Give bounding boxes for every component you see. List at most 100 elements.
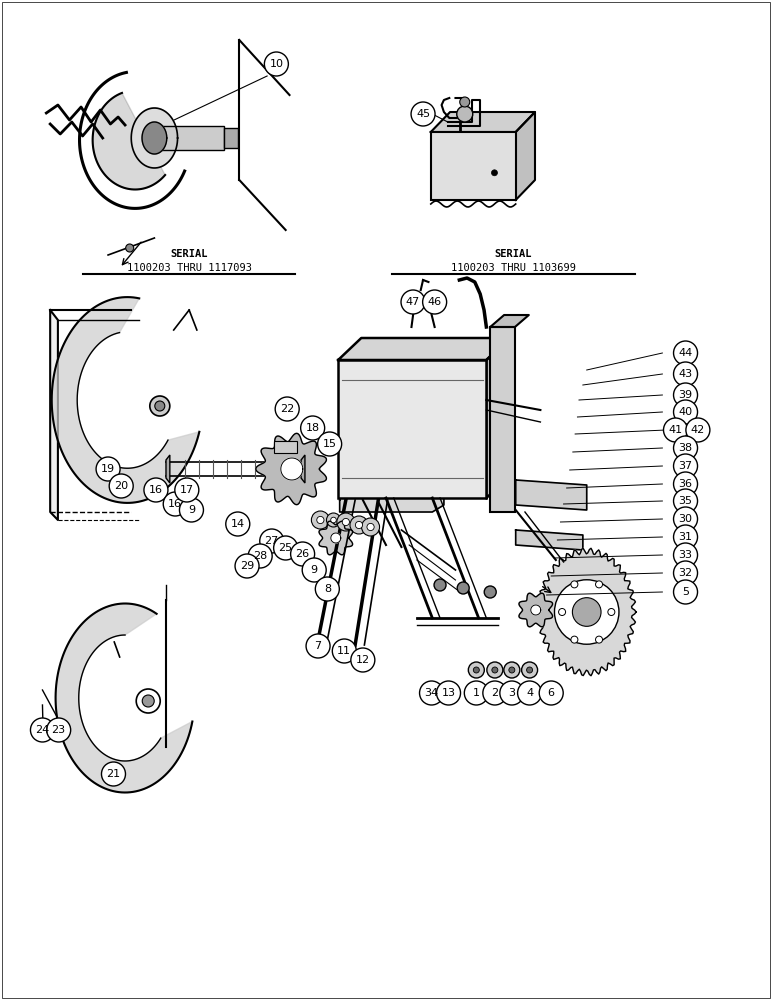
Circle shape (248, 544, 273, 568)
Text: 7: 7 (314, 641, 322, 651)
Circle shape (30, 718, 55, 742)
Text: 11: 11 (337, 646, 351, 656)
Bar (338, 360, 486, 498)
Text: 18: 18 (306, 423, 320, 433)
Circle shape (96, 457, 120, 481)
Text: 30: 30 (679, 514, 692, 524)
Circle shape (46, 718, 71, 742)
Circle shape (522, 662, 537, 678)
Text: 1100203 THRU 1103699: 1100203 THRU 1103699 (451, 263, 576, 273)
Circle shape (101, 762, 126, 786)
Text: 34: 34 (425, 688, 438, 698)
Circle shape (259, 529, 284, 553)
Text: 28: 28 (253, 551, 267, 561)
Polygon shape (131, 108, 178, 168)
Circle shape (464, 681, 489, 705)
Circle shape (517, 681, 542, 705)
Circle shape (422, 290, 447, 314)
Circle shape (306, 634, 330, 658)
Text: 3: 3 (508, 688, 516, 698)
Circle shape (350, 648, 375, 672)
Circle shape (460, 97, 469, 107)
Circle shape (367, 523, 374, 531)
Bar (154, 126, 224, 150)
Text: 20: 20 (114, 481, 128, 491)
Circle shape (300, 416, 325, 440)
Text: 19: 19 (101, 464, 115, 474)
Text: 16: 16 (149, 485, 163, 495)
Text: 44: 44 (679, 348, 692, 358)
Circle shape (595, 636, 602, 643)
Polygon shape (142, 122, 167, 154)
Bar (431, 132, 516, 200)
Polygon shape (490, 315, 529, 327)
Circle shape (311, 511, 330, 529)
Text: 22: 22 (280, 404, 294, 414)
Polygon shape (256, 433, 327, 505)
Circle shape (355, 521, 363, 529)
Text: 32: 32 (679, 568, 692, 578)
Text: 36: 36 (679, 479, 692, 489)
Circle shape (179, 498, 204, 522)
Circle shape (572, 598, 601, 626)
Circle shape (361, 518, 380, 536)
Text: 24: 24 (36, 725, 49, 735)
Polygon shape (538, 548, 636, 676)
Circle shape (595, 581, 602, 588)
Polygon shape (516, 530, 583, 550)
Text: 29: 29 (240, 561, 254, 571)
Text: 10: 10 (269, 59, 283, 69)
Circle shape (235, 554, 259, 578)
Text: 9: 9 (310, 565, 318, 575)
Text: 17: 17 (180, 485, 194, 495)
Text: 43: 43 (679, 369, 692, 379)
Circle shape (330, 517, 337, 523)
Circle shape (142, 695, 154, 707)
Circle shape (527, 667, 533, 673)
Text: 5: 5 (682, 587, 689, 597)
Circle shape (273, 536, 298, 560)
Circle shape (673, 436, 698, 460)
Text: 2: 2 (491, 688, 499, 698)
Circle shape (163, 492, 188, 516)
Text: 39: 39 (679, 390, 692, 400)
Text: 47: 47 (406, 297, 420, 307)
Circle shape (457, 582, 469, 594)
Text: 13: 13 (442, 688, 455, 698)
Polygon shape (166, 455, 170, 483)
Polygon shape (331, 533, 340, 543)
Bar (224, 128, 238, 148)
Text: 33: 33 (679, 550, 692, 560)
Polygon shape (56, 604, 192, 792)
Text: 40: 40 (679, 407, 692, 417)
Circle shape (673, 489, 698, 513)
Text: 37: 37 (679, 461, 692, 471)
Polygon shape (516, 480, 587, 510)
Polygon shape (50, 310, 58, 520)
Polygon shape (486, 338, 510, 498)
Circle shape (136, 689, 161, 713)
Polygon shape (519, 593, 553, 627)
Circle shape (673, 362, 698, 386)
Polygon shape (431, 112, 535, 132)
Circle shape (434, 579, 446, 591)
Circle shape (401, 290, 425, 314)
Polygon shape (338, 338, 510, 360)
Circle shape (673, 525, 698, 549)
Polygon shape (93, 93, 165, 189)
Circle shape (673, 400, 698, 424)
Circle shape (663, 418, 688, 442)
Circle shape (539, 681, 564, 705)
Text: 9: 9 (188, 505, 195, 515)
Circle shape (673, 507, 698, 531)
Text: 27: 27 (265, 536, 279, 546)
Circle shape (150, 396, 170, 416)
Text: 4: 4 (526, 688, 533, 698)
Circle shape (126, 244, 134, 252)
Circle shape (436, 681, 461, 705)
Circle shape (174, 478, 199, 502)
Circle shape (492, 667, 498, 673)
Circle shape (315, 577, 340, 601)
Text: 8: 8 (323, 584, 331, 594)
Circle shape (504, 662, 520, 678)
